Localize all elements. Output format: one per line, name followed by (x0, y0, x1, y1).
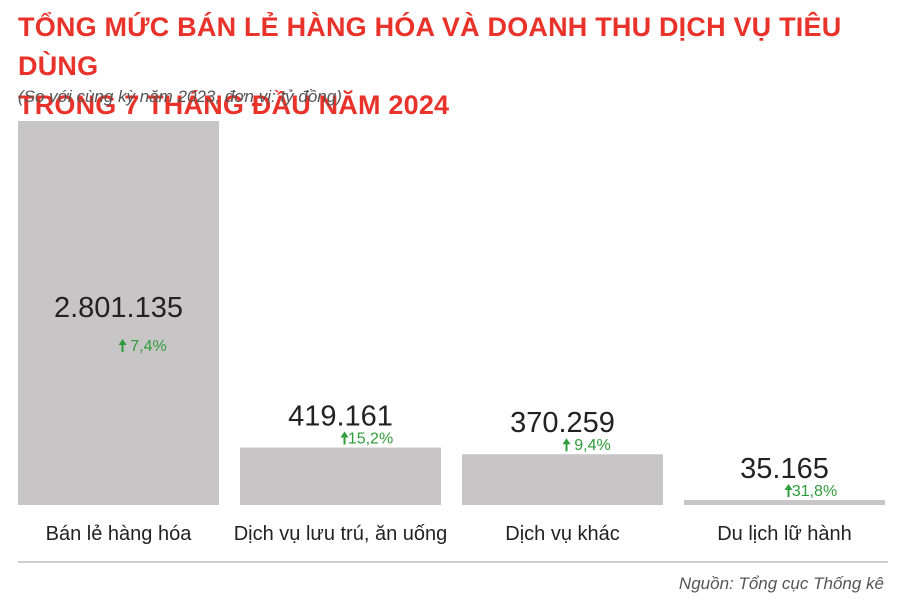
chart-title-line-1: TỔNG MỨC BÁN LẺ HÀNG HÓA VÀ DOANH THU DỊ… (18, 12, 842, 81)
bar (462, 454, 663, 505)
growth-label: 9,4% (574, 437, 610, 454)
chart-subtitle: (So với cùng kỳ năm 2023, đơn vị: tỷ đồn… (18, 87, 342, 106)
source-note: Nguồn: Tổng cục Thống kê (678, 574, 884, 593)
footer-divider (18, 561, 888, 563)
growth-label: 31,8% (792, 483, 837, 500)
bar (240, 447, 441, 505)
data-label: 2.801.135 (54, 292, 183, 324)
growth-label: 15,2% (348, 431, 393, 448)
category-label: Du lịch lữ hành (717, 523, 852, 545)
category-label: Dịch vụ khác (505, 523, 620, 545)
up-arrow-icon (340, 431, 349, 445)
data-label: 35.165 (740, 453, 829, 485)
chart-title-line-2: TRONG 7 THÁNG ĐẦU NĂM 2024 (18, 90, 450, 120)
bar (684, 500, 885, 505)
chart-title: TỔNG MỨC BÁN LẺ HÀNG HÓA VÀ DOANH THU DỊ… (18, 8, 888, 125)
data-label: 419.161 (288, 401, 393, 433)
up-arrow-icon (562, 438, 571, 452)
up-arrow-icon (118, 339, 127, 352)
category-label: Dịch vụ lưu trú, ăn uống (234, 523, 448, 545)
up-arrow-icon (784, 484, 793, 497)
data-label: 370.259 (510, 407, 615, 439)
category-label: Bán lẻ hàng hóa (46, 523, 193, 545)
bar (18, 121, 219, 505)
growth-label: 7,4% (130, 338, 166, 355)
